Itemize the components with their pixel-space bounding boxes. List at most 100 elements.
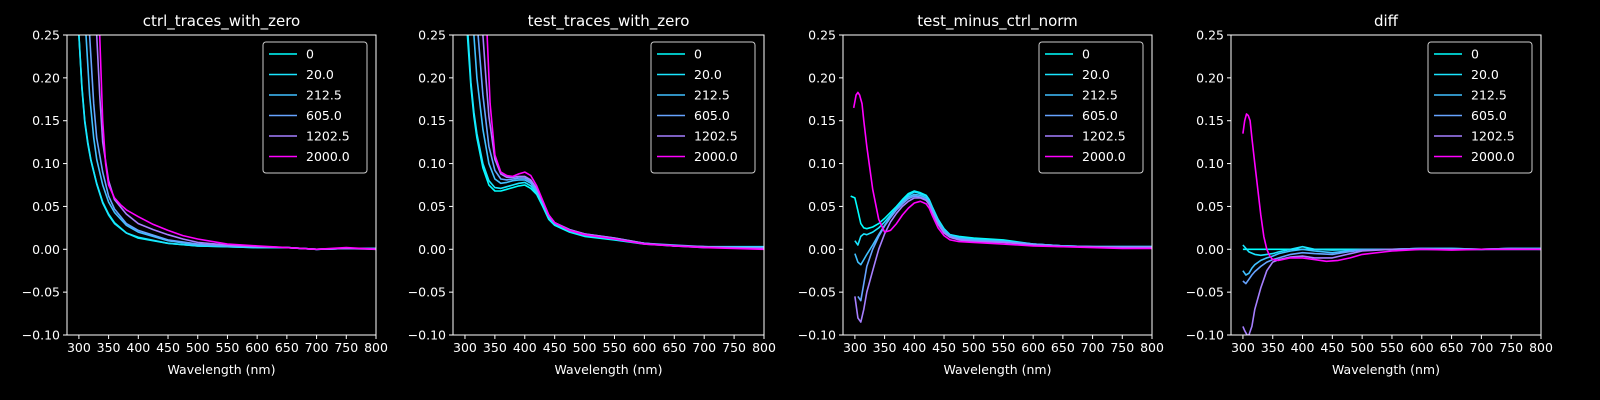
x-tick-label: 550: [216, 340, 240, 355]
x-tick-label: 700: [1081, 340, 1105, 355]
legend-label: 1202.5: [694, 129, 738, 144]
x-tick-label: 650: [662, 340, 686, 355]
series-group: [850, 91, 1152, 323]
y-tick-label: 0.05: [32, 199, 60, 214]
x-tick-label: 700: [305, 340, 329, 355]
y-tick-label: 0.25: [1196, 28, 1224, 43]
x-tick-label: 400: [126, 340, 150, 355]
legend-label: 605.0: [1082, 108, 1118, 123]
x-tick-label: 600: [245, 340, 269, 355]
x-tick-label: 300: [843, 340, 867, 355]
x-tick-label: 750: [334, 340, 358, 355]
y-tick-label: 0.20: [32, 70, 60, 85]
y-tick-label: −0.05: [798, 285, 836, 300]
legend-label: 1202.5: [1082, 129, 1126, 144]
y-tick-label: 0.10: [808, 156, 836, 171]
series-line-2000.0: [852, 91, 1152, 250]
legend-label: 20.0: [306, 67, 334, 82]
x-tick-label: 700: [1469, 340, 1493, 355]
legend-label: 2000.0: [1471, 149, 1515, 164]
x-tick-label: 550: [603, 340, 627, 355]
y-tick-label: 0.20: [418, 70, 446, 85]
series-group: [466, 35, 764, 251]
legend-label: 0: [306, 47, 314, 62]
x-tick-label: 350: [483, 340, 507, 355]
x-tick-label: 800: [752, 340, 776, 355]
chart-panel-1: 300 350 400 450 500 550 600 650 700 750 800 −0.10 −0…: [22, 12, 388, 377]
y-tick-label: 0.15: [418, 113, 446, 128]
chart-panel-2: 300 350 400 450 500 550 600 650 700 750 800 −0.10 −0…: [408, 12, 776, 377]
x-tick-label: 350: [97, 340, 121, 355]
x-tick-label: 800: [1529, 340, 1553, 355]
chart-title: test_minus_ctrl_norm: [917, 12, 1078, 31]
x-axis-label: Wavelength (nm): [555, 362, 663, 377]
y-tick-label: 0.15: [1196, 113, 1224, 128]
series-line-2000.0: [486, 35, 764, 251]
x-tick-label: 500: [186, 340, 210, 355]
series-group: [1242, 113, 1541, 335]
x-tick-label: 350: [873, 340, 897, 355]
chart-panel-4: 300 350 400 450 500 550 600 650 700 750 800 −0.10 −0…: [1186, 12, 1553, 377]
x-tick-label: 400: [513, 340, 537, 355]
legend-label: 605.0: [694, 108, 730, 123]
y-tick-label: −0.05: [22, 285, 60, 300]
legend-label: 212.5: [306, 88, 342, 103]
x-tick-label: 450: [543, 340, 567, 355]
y-tick-label: −0.10: [408, 328, 446, 343]
chart-title: ctrl_traces_with_zero: [143, 12, 300, 31]
y-tick-label: 0.00: [1196, 242, 1224, 257]
legend-label: 212.5: [1471, 88, 1507, 103]
x-tick-label: 350: [1261, 340, 1285, 355]
x-tick-label: 600: [1410, 340, 1434, 355]
legend-label: 0: [1471, 47, 1479, 62]
axes-frame: [1230, 34, 1542, 336]
y-tick-label: 0.00: [32, 242, 60, 257]
x-tick-label: 450: [1320, 340, 1344, 355]
y-tick-label: −0.05: [408, 285, 446, 300]
x-tick-label: 300: [67, 340, 91, 355]
axes-frame: [66, 34, 377, 336]
x-tick-label: 500: [573, 340, 597, 355]
y-tick-label: 0.00: [808, 242, 836, 257]
y-tick-label: −0.10: [22, 328, 60, 343]
x-tick-label: 600: [632, 340, 656, 355]
legend-label: 212.5: [694, 88, 730, 103]
x-tick-label: 650: [1440, 340, 1464, 355]
series-line-2000.0: [98, 35, 376, 251]
y-tick-label: 0.25: [418, 28, 446, 43]
x-axis-label: Wavelength (nm): [944, 362, 1052, 377]
x-tick-label: 750: [1110, 340, 1134, 355]
legend: 0 20.0 212.5 605.0 1202.5 2000.0: [1427, 41, 1533, 174]
legend-label: 20.0: [1471, 67, 1499, 82]
x-tick-label: 300: [1231, 340, 1255, 355]
legend-label: 0: [1082, 47, 1090, 62]
legend-label: 2000.0: [1082, 149, 1126, 164]
y-tick-label: 0.05: [1196, 199, 1224, 214]
y-tick-label: 0.05: [418, 199, 446, 214]
y-tick-label: 0.25: [808, 28, 836, 43]
x-tick-label: 650: [1051, 340, 1075, 355]
x-tick-label: 800: [364, 340, 388, 355]
legend-label: 0: [694, 47, 702, 62]
y-tick-label: 0.05: [808, 199, 836, 214]
legend: 0 20.0 212.5 605.0 1202.5 2000.0: [1038, 41, 1144, 174]
axes-frame: [452, 34, 765, 336]
x-tick-label: 450: [156, 340, 180, 355]
legend-label: 212.5: [1082, 88, 1118, 103]
x-axis-label: Wavelength (nm): [168, 362, 276, 377]
y-tick-label: −0.10: [1186, 328, 1224, 343]
legend-label: 2000.0: [306, 149, 350, 164]
chart-title: diff: [1374, 12, 1399, 30]
legend: 0 20.0 212.5 605.0 1202.5 2000.0: [650, 41, 756, 174]
x-tick-label: 800: [1140, 340, 1164, 355]
y-tick-label: 0.10: [32, 156, 60, 171]
series-line-1202.5: [854, 197, 1152, 323]
y-tick-label: 0.20: [808, 70, 836, 85]
x-tick-label: 750: [1499, 340, 1523, 355]
legend-label: 1202.5: [306, 129, 350, 144]
y-tick-label: 0.20: [1196, 70, 1224, 85]
x-tick-label: 550: [992, 340, 1016, 355]
y-tick-label: 0.10: [418, 156, 446, 171]
x-tick-label: 600: [1021, 340, 1045, 355]
